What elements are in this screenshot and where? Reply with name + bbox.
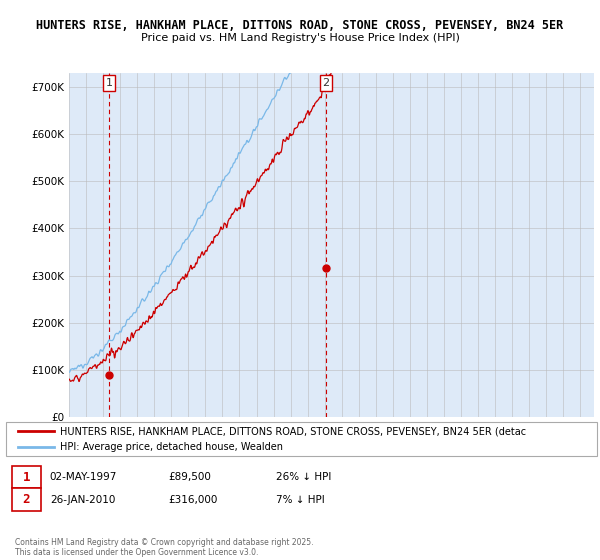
Text: 26% ↓ HPI: 26% ↓ HPI — [276, 472, 331, 482]
Text: £89,500: £89,500 — [168, 472, 211, 482]
Text: Contains HM Land Registry data © Crown copyright and database right 2025.
This d: Contains HM Land Registry data © Crown c… — [15, 538, 314, 557]
Text: 7% ↓ HPI: 7% ↓ HPI — [276, 494, 325, 505]
Text: HPI: Average price, detached house, Wealden: HPI: Average price, detached house, Weal… — [60, 442, 283, 452]
Text: 2: 2 — [322, 78, 329, 88]
Text: 02-MAY-1997: 02-MAY-1997 — [50, 472, 117, 482]
Text: Price paid vs. HM Land Registry's House Price Index (HPI): Price paid vs. HM Land Registry's House … — [140, 33, 460, 43]
Text: £316,000: £316,000 — [168, 494, 217, 505]
Text: HUNTERS RISE, HANKHAM PLACE, DITTONS ROAD, STONE CROSS, PEVENSEY, BN24 5ER: HUNTERS RISE, HANKHAM PLACE, DITTONS ROA… — [37, 18, 563, 32]
Text: 26-JAN-2010: 26-JAN-2010 — [50, 494, 115, 505]
Text: 1: 1 — [106, 78, 113, 88]
Text: 2: 2 — [23, 493, 30, 506]
Text: 1: 1 — [23, 470, 30, 484]
Text: HUNTERS RISE, HANKHAM PLACE, DITTONS ROAD, STONE CROSS, PEVENSEY, BN24 5ER (deta: HUNTERS RISE, HANKHAM PLACE, DITTONS ROA… — [60, 426, 526, 436]
